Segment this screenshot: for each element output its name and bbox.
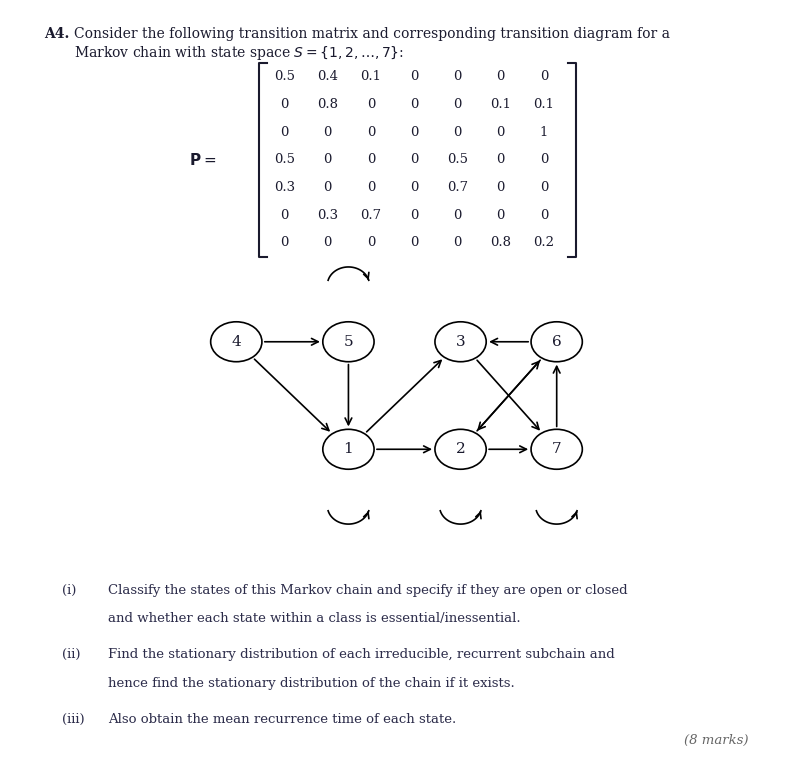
Text: 0.2: 0.2 bbox=[533, 237, 554, 249]
Text: 0: 0 bbox=[410, 181, 418, 194]
Ellipse shape bbox=[435, 322, 486, 362]
Text: 0: 0 bbox=[540, 71, 548, 83]
Text: 0.7: 0.7 bbox=[360, 209, 381, 221]
Ellipse shape bbox=[323, 322, 374, 362]
Ellipse shape bbox=[323, 429, 374, 469]
Text: 0: 0 bbox=[367, 98, 375, 111]
Text: 0: 0 bbox=[540, 181, 548, 194]
Text: 0: 0 bbox=[453, 237, 461, 249]
Text: 0: 0 bbox=[453, 98, 461, 111]
Text: Also obtain the mean recurrence time of each state.: Also obtain the mean recurrence time of … bbox=[108, 713, 457, 726]
Text: 0: 0 bbox=[280, 237, 288, 249]
Text: 0.7: 0.7 bbox=[447, 181, 468, 194]
Text: 6: 6 bbox=[552, 335, 562, 349]
Text: 0: 0 bbox=[497, 71, 505, 83]
Text: 0.3: 0.3 bbox=[317, 209, 338, 221]
Text: and whether each state within a class is essential/inessential.: and whether each state within a class is… bbox=[108, 612, 521, 625]
Text: hence find the stationary distribution of the chain if it exists.: hence find the stationary distribution o… bbox=[108, 677, 515, 690]
Ellipse shape bbox=[211, 322, 262, 362]
Text: 0: 0 bbox=[410, 209, 418, 221]
Text: (ii): (ii) bbox=[62, 648, 81, 661]
Text: 0.5: 0.5 bbox=[274, 71, 295, 83]
Text: Markov chain with state space $S = \{1, 2, \ldots, 7\}$:: Markov chain with state space $S = \{1, … bbox=[74, 44, 405, 61]
Text: 0: 0 bbox=[453, 71, 461, 83]
Text: 3: 3 bbox=[456, 335, 465, 349]
Text: (8 marks): (8 marks) bbox=[684, 733, 749, 746]
Text: 0: 0 bbox=[324, 154, 332, 166]
Text: 0.1: 0.1 bbox=[533, 98, 554, 111]
Text: 0: 0 bbox=[410, 237, 418, 249]
Text: 0: 0 bbox=[367, 181, 375, 194]
Text: 7: 7 bbox=[552, 442, 562, 456]
Text: 0.5: 0.5 bbox=[447, 154, 468, 166]
Text: 0.1: 0.1 bbox=[360, 71, 381, 83]
Text: 0.8: 0.8 bbox=[317, 98, 338, 111]
Text: 0: 0 bbox=[410, 98, 418, 111]
Text: 0: 0 bbox=[410, 154, 418, 166]
Text: 1: 1 bbox=[540, 126, 548, 138]
Text: 0: 0 bbox=[540, 209, 548, 221]
Ellipse shape bbox=[531, 322, 582, 362]
Text: 0.3: 0.3 bbox=[274, 181, 295, 194]
Text: 0: 0 bbox=[453, 126, 461, 138]
Text: 0: 0 bbox=[540, 154, 548, 166]
Text: 4: 4 bbox=[231, 335, 241, 349]
Text: 0: 0 bbox=[280, 126, 288, 138]
Text: 0: 0 bbox=[497, 209, 505, 221]
Text: 0.1: 0.1 bbox=[490, 98, 511, 111]
Text: 0.4: 0.4 bbox=[317, 71, 338, 83]
Text: 5: 5 bbox=[344, 335, 353, 349]
Text: 0: 0 bbox=[324, 237, 332, 249]
Text: 0.5: 0.5 bbox=[274, 154, 295, 166]
Text: 0: 0 bbox=[367, 154, 375, 166]
Text: 0: 0 bbox=[324, 126, 332, 138]
Text: (iii): (iii) bbox=[62, 713, 85, 726]
Text: 0: 0 bbox=[497, 181, 505, 194]
Text: $\mathbf{P} =$: $\mathbf{P} =$ bbox=[189, 152, 216, 167]
Text: 0: 0 bbox=[367, 237, 375, 249]
Ellipse shape bbox=[435, 429, 486, 469]
Text: 0: 0 bbox=[367, 126, 375, 138]
Text: 0: 0 bbox=[324, 181, 332, 194]
Ellipse shape bbox=[531, 429, 582, 469]
Text: 0: 0 bbox=[497, 154, 505, 166]
Text: 0.8: 0.8 bbox=[490, 237, 511, 249]
Text: (i): (i) bbox=[62, 584, 77, 597]
Text: 0: 0 bbox=[410, 126, 418, 138]
Text: 0: 0 bbox=[280, 98, 288, 111]
Text: Classify the states of this Markov chain and specify if they are open or closed: Classify the states of this Markov chain… bbox=[108, 584, 628, 597]
Text: Find the stationary distribution of each irreducible, recurrent subchain and: Find the stationary distribution of each… bbox=[108, 648, 615, 661]
Text: Consider the following transition matrix and corresponding transition diagram fo: Consider the following transition matrix… bbox=[74, 27, 670, 41]
Text: A4.: A4. bbox=[44, 27, 70, 41]
Text: 2: 2 bbox=[456, 442, 465, 456]
Text: 1: 1 bbox=[344, 442, 353, 456]
Text: 0: 0 bbox=[410, 71, 418, 83]
Text: 0: 0 bbox=[497, 126, 505, 138]
Text: 0: 0 bbox=[280, 209, 288, 221]
Text: 0: 0 bbox=[453, 209, 461, 221]
